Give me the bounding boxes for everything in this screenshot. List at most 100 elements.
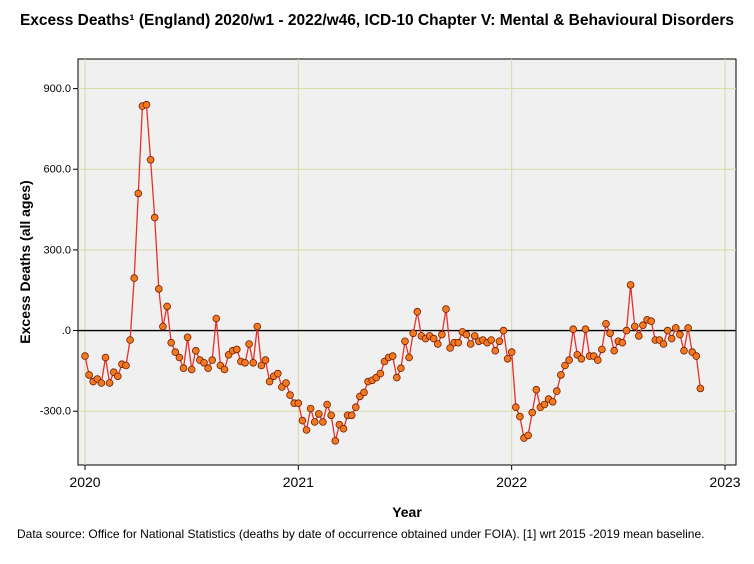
data-point bbox=[626, 281, 635, 289]
data-point bbox=[331, 436, 340, 445]
data-point bbox=[347, 411, 356, 420]
data-point bbox=[208, 356, 217, 364]
data-point bbox=[319, 418, 327, 426]
data-point bbox=[503, 354, 512, 363]
data-point bbox=[126, 336, 134, 344]
data-point bbox=[302, 426, 311, 434]
data-point bbox=[561, 361, 569, 370]
data-point bbox=[598, 345, 606, 354]
data-point bbox=[647, 317, 655, 326]
data-point bbox=[253, 322, 262, 331]
data-point bbox=[446, 344, 454, 352]
data-point bbox=[155, 285, 163, 293]
data-point bbox=[167, 338, 176, 347]
data-point bbox=[142, 100, 151, 109]
data-point bbox=[150, 213, 159, 222]
data-point bbox=[639, 321, 647, 330]
x-axis-label: Year bbox=[392, 504, 422, 520]
data-point bbox=[577, 354, 586, 363]
data-point bbox=[602, 319, 610, 328]
data-point bbox=[130, 274, 139, 282]
data-point bbox=[491, 346, 500, 355]
data-point bbox=[294, 399, 303, 408]
data-point bbox=[507, 348, 516, 356]
data-point bbox=[659, 340, 668, 348]
plot-area bbox=[77, 58, 737, 466]
data-point bbox=[540, 400, 549, 409]
data-point bbox=[351, 403, 360, 412]
data-point bbox=[528, 408, 536, 417]
data-point bbox=[179, 364, 188, 373]
data-point bbox=[462, 330, 471, 339]
data-point bbox=[610, 346, 618, 355]
data-point bbox=[97, 379, 106, 387]
data-point bbox=[81, 352, 89, 360]
data-point bbox=[122, 361, 130, 370]
data-point bbox=[204, 364, 212, 373]
data-point bbox=[548, 397, 557, 406]
data-point bbox=[388, 352, 397, 360]
data-point bbox=[470, 332, 479, 340]
data-point bbox=[524, 431, 532, 440]
data-point bbox=[511, 403, 520, 412]
data-point bbox=[405, 353, 413, 362]
data-point bbox=[245, 340, 253, 348]
data-point bbox=[310, 418, 319, 426]
x-tick-label: 2022 bbox=[496, 474, 527, 490]
data-point bbox=[667, 334, 676, 343]
data-point bbox=[134, 189, 143, 198]
data-point bbox=[630, 322, 639, 331]
y-tick-label: .0 bbox=[62, 325, 71, 337]
data-point bbox=[273, 369, 282, 378]
data-point bbox=[433, 340, 442, 348]
data-point bbox=[101, 353, 110, 362]
y-tick-label: 600.0 bbox=[43, 164, 71, 176]
data-point bbox=[409, 329, 418, 338]
data-point bbox=[171, 348, 180, 356]
axes: 900.0 600.0 300.0 .0 -300.0 2020 2021 2022 2023 bbox=[40, 83, 741, 490]
data-point bbox=[146, 156, 155, 164]
x-tick-label: 2023 bbox=[709, 474, 740, 490]
data-point bbox=[438, 330, 446, 339]
data-point bbox=[163, 302, 171, 311]
data-point bbox=[429, 334, 438, 343]
data-point bbox=[85, 371, 93, 379]
data-point bbox=[159, 322, 167, 331]
data-point bbox=[314, 410, 323, 418]
y-axis-label: Excess Deaths (all ages) bbox=[17, 180, 33, 343]
data-point bbox=[339, 424, 348, 433]
chart-title: Excess Deaths¹ (England) 2020/w1 - 2022/… bbox=[19, 12, 735, 29]
data-point bbox=[442, 305, 450, 313]
data-point bbox=[696, 384, 705, 393]
data-point bbox=[618, 338, 627, 347]
data-point bbox=[360, 388, 368, 397]
data-point bbox=[565, 356, 573, 364]
data-point bbox=[671, 324, 680, 332]
data-point bbox=[241, 358, 249, 367]
data-point bbox=[327, 411, 336, 420]
data-point bbox=[261, 356, 270, 364]
data-point bbox=[466, 340, 475, 348]
data-point bbox=[487, 336, 496, 344]
series-excess-deaths bbox=[81, 100, 705, 445]
data-point bbox=[306, 404, 315, 413]
data-point bbox=[606, 329, 614, 338]
data-point bbox=[187, 365, 196, 374]
data-point bbox=[376, 369, 385, 378]
data-point bbox=[257, 361, 266, 370]
data-point bbox=[663, 326, 672, 335]
data-point bbox=[114, 372, 122, 381]
data-point bbox=[552, 387, 561, 395]
data-point bbox=[105, 379, 114, 387]
data-point bbox=[581, 325, 590, 334]
data-point bbox=[676, 330, 684, 339]
data-point bbox=[286, 391, 294, 399]
y-tick-label: 300.0 bbox=[43, 244, 71, 256]
data-point bbox=[392, 373, 401, 382]
y-tick-label: 900.0 bbox=[43, 83, 71, 95]
x-tick-label: 2020 bbox=[69, 474, 100, 490]
data-point bbox=[557, 371, 565, 379]
data-point bbox=[397, 364, 405, 373]
data-point bbox=[680, 346, 688, 355]
